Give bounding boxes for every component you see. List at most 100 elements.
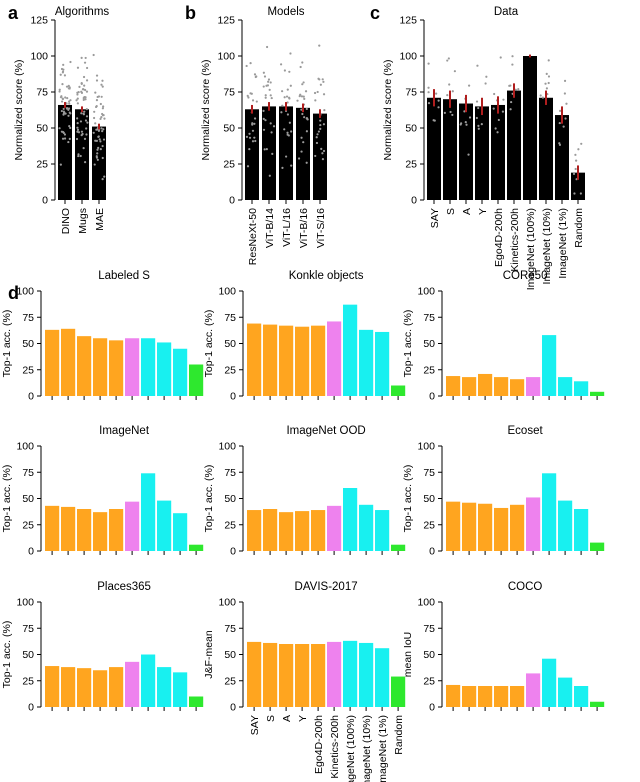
bar-d-7-8	[375, 648, 390, 707]
data-point-a-1	[82, 147, 85, 150]
bar-d-6-0	[45, 666, 60, 707]
y-tick-label-d-0-50: 50	[22, 338, 34, 350]
bar-d-7-4	[311, 644, 326, 707]
data-point-c-3	[475, 100, 479, 103]
data-point-a-1	[75, 137, 79, 141]
data-point-c-2	[463, 110, 466, 113]
data-point-a-2	[94, 91, 97, 94]
x-tick-label-a-0: DINO	[60, 208, 72, 234]
y-axis-label-a: Normalized score (%)	[13, 60, 25, 161]
data-point-a-2	[102, 105, 105, 108]
data-point-c-9	[575, 159, 578, 162]
y-axis-label-d-7: J&F-mean	[203, 630, 215, 679]
data-point-a-1	[83, 137, 87, 140]
bar-d-3-9	[189, 544, 204, 551]
data-point-a-2	[103, 117, 106, 120]
bar-d-5-6	[542, 473, 557, 551]
data-point-c-7	[547, 75, 551, 78]
data-point-b-3	[303, 116, 306, 119]
data-point-b-2	[285, 95, 289, 98]
data-point-c-5	[517, 88, 520, 91]
bar-d-3-0	[45, 505, 60, 551]
data-point-b-0	[253, 136, 256, 139]
data-point-a-1	[76, 128, 80, 131]
bar-d-2-3	[494, 377, 509, 396]
x-tick-label-c-9: Random	[573, 208, 585, 248]
data-point-c-0	[427, 86, 430, 89]
data-point-a-1	[83, 110, 86, 113]
data-point-b-0	[251, 123, 254, 126]
data-point-b-2	[286, 88, 289, 91]
data-point-b-1	[264, 119, 267, 122]
x-tick-label-c-7: ImageNet (10%)	[541, 208, 553, 284]
bar-d-0-2	[77, 336, 92, 396]
data-point-b-1	[265, 148, 268, 151]
y-axis-label-d-0: Top-1 acc. (%)	[1, 310, 13, 378]
data-point-a-0	[61, 97, 65, 101]
data-point-a-2	[95, 79, 99, 82]
data-point-b-3	[302, 141, 305, 144]
bar-d-2-0	[446, 376, 461, 396]
data-point-b-3	[300, 150, 303, 153]
data-point-c-1	[449, 110, 452, 114]
data-point-c-9	[573, 192, 576, 195]
bar-d-4-1	[263, 509, 278, 551]
data-point-a-2	[99, 117, 102, 120]
data-point-c-4	[499, 56, 502, 59]
data-point-b-2	[288, 70, 291, 73]
data-point-c-9	[574, 167, 577, 171]
data-point-a-0	[68, 86, 71, 89]
data-point-c-2	[467, 153, 470, 156]
bar-d-0-6	[141, 338, 156, 396]
data-point-a-0	[67, 100, 71, 103]
data-point-b-0	[255, 75, 258, 78]
data-point-b-4	[315, 136, 318, 139]
x-tick-label-d-8: ImageNet (1%)	[377, 715, 389, 782]
data-point-a-2	[95, 156, 99, 159]
data-point-b-0	[253, 73, 257, 76]
data-point-a-2	[99, 140, 102, 143]
bar-c-8	[555, 115, 569, 200]
bar-d-8-6	[542, 658, 557, 707]
data-point-c-5	[509, 108, 512, 111]
data-point-a-0	[59, 163, 62, 166]
bar-d-7-9	[391, 676, 406, 707]
data-point-c-9	[572, 172, 576, 176]
bar-d-8-3	[494, 686, 509, 707]
data-point-c-1	[443, 111, 446, 114]
bar-d-4-7	[359, 504, 374, 551]
panel-label-b: b	[185, 3, 196, 23]
data-point-b-0	[248, 147, 251, 151]
data-point-c-7	[541, 96, 545, 99]
subplot-title-8: COCO	[508, 581, 543, 593]
data-point-b-3	[302, 95, 305, 98]
data-point-b-1	[262, 85, 265, 88]
data-point-a-0	[62, 107, 65, 111]
x-tick-label-b-0: ResNeXt-50	[247, 208, 259, 265]
x-tick-label-d-1: S	[265, 715, 277, 722]
x-tick-label-d-0: SAY	[249, 715, 261, 735]
data-point-c-3	[477, 106, 480, 110]
bar-d-2-7	[558, 377, 573, 396]
data-point-a-1	[85, 115, 89, 118]
bar-d-4-3	[295, 511, 310, 551]
data-point-c-0	[427, 62, 430, 65]
data-point-b-1	[272, 125, 276, 128]
bar-d-6-6	[141, 654, 156, 707]
bar-d-5-1	[462, 502, 477, 551]
data-point-a-1	[84, 56, 87, 60]
data-point-b-1	[262, 128, 266, 131]
data-point-c-2	[465, 123, 468, 126]
data-point-c-3	[477, 124, 480, 127]
data-point-a-2	[100, 83, 103, 86]
y-tick-label-d-5-25: 25	[423, 519, 435, 531]
data-point-b-1	[262, 117, 265, 120]
y-tick-label-d-6-75: 75	[22, 623, 34, 635]
y-tick-label-d-8-100: 100	[417, 597, 435, 609]
bar-d-6-9	[189, 696, 204, 707]
y-tick-label-c-100: 100	[399, 51, 417, 63]
y-tick-label-b-125: 125	[217, 15, 235, 27]
y-tick-label-d-6-100: 100	[16, 597, 34, 609]
data-point-a-2	[102, 138, 106, 141]
bar-d-7-6	[343, 640, 358, 707]
